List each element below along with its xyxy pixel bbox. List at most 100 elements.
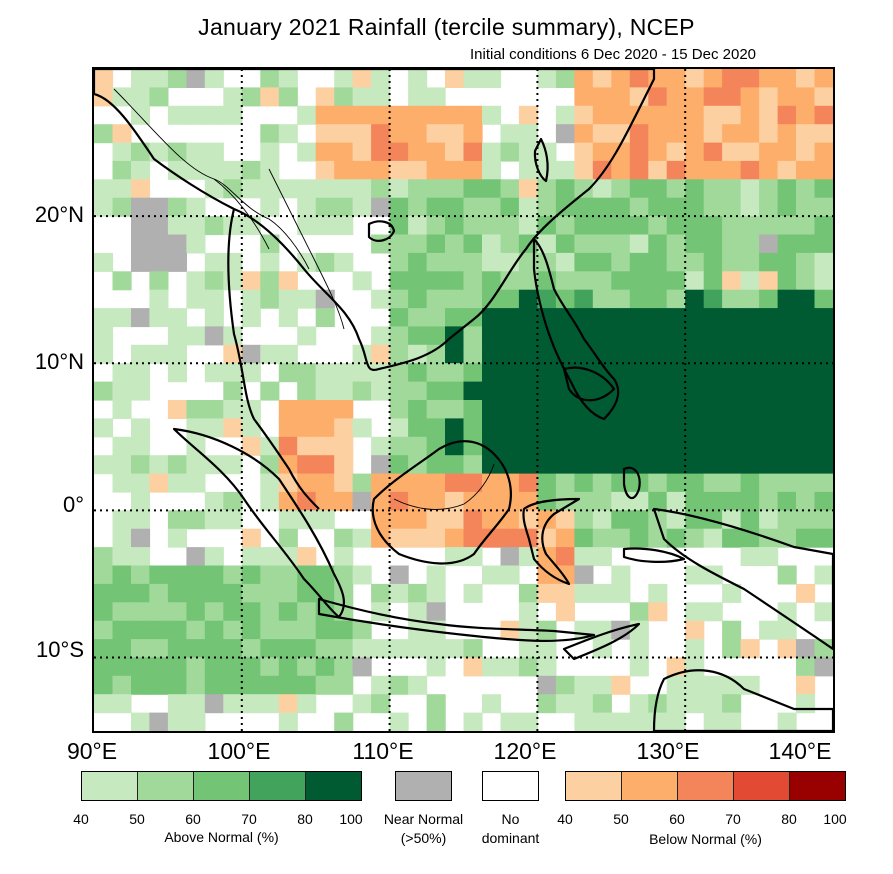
grid-cell	[149, 675, 169, 695]
grid-cell	[186, 510, 206, 530]
grid-cell	[629, 344, 649, 364]
grid-cell	[537, 69, 557, 88]
grid-cell	[592, 455, 612, 475]
grid-cell	[149, 289, 169, 309]
grid-cell	[389, 308, 409, 328]
grid-cell	[611, 510, 631, 530]
grid-cell	[131, 69, 151, 88]
grid-cell	[482, 69, 502, 88]
lat-label-10n: 10°N	[34, 349, 84, 374]
grid-cell	[611, 344, 631, 364]
grid-cell	[94, 179, 114, 199]
grid-cell	[703, 675, 723, 695]
grid-cell	[518, 124, 538, 144]
grid-cell	[722, 344, 742, 364]
grid-cell	[555, 455, 575, 475]
grid-cell	[94, 326, 114, 346]
grid-cell	[722, 308, 742, 328]
grid-cell	[482, 381, 502, 401]
grid-cell	[722, 694, 742, 714]
grid-cell	[537, 234, 557, 254]
grid-cell	[315, 565, 335, 585]
grid-cell	[648, 160, 668, 180]
grid-cell	[278, 400, 298, 419]
grid-cell	[703, 418, 723, 438]
grid-cell	[112, 473, 132, 493]
grid-cell	[223, 363, 243, 383]
grid-cell	[352, 124, 372, 144]
lon-label-130e: 130°E	[636, 738, 700, 764]
grid-cell	[629, 400, 649, 419]
grid-cell	[703, 271, 723, 291]
grid-cell	[611, 326, 631, 346]
grid-cell	[796, 418, 816, 438]
grid-cell	[149, 142, 169, 162]
grid-cell	[371, 69, 391, 88]
grid-cell	[463, 418, 483, 438]
grid-cell	[555, 675, 575, 695]
border-line	[393, 463, 495, 510]
grid-cell	[666, 87, 686, 107]
grid-cell	[204, 639, 224, 659]
grid-cell	[260, 234, 280, 254]
grid-cell	[463, 179, 483, 199]
grid-cell	[260, 436, 280, 456]
grid-cell	[334, 528, 354, 548]
grid-cell	[648, 363, 668, 383]
grid-cell	[426, 602, 446, 622]
grid-cell	[592, 252, 612, 272]
grid-cell	[611, 363, 631, 383]
grid-cell	[241, 418, 261, 438]
grid-cell	[371, 694, 391, 714]
grid-cell	[112, 565, 132, 585]
swatch-bn-40-50	[566, 772, 621, 800]
grid-cell	[703, 473, 723, 493]
grid-cell	[94, 252, 114, 272]
grid-cell	[223, 179, 243, 199]
grid-cell	[94, 69, 114, 88]
grid-cell	[445, 234, 465, 254]
grid-cell	[777, 565, 797, 585]
grid-cell	[482, 344, 502, 364]
grid-cell	[426, 105, 446, 125]
grid-cell	[482, 326, 502, 346]
grid-cell	[352, 271, 372, 291]
grid-cell	[666, 252, 686, 272]
grid-cell	[814, 69, 833, 88]
grid-cell	[149, 473, 169, 493]
grid-cell	[759, 142, 779, 162]
grid-cell	[204, 69, 224, 88]
grid-cell	[796, 216, 816, 236]
grid-cell	[297, 363, 317, 383]
grid-cell	[426, 179, 446, 199]
grid-cell	[592, 491, 612, 511]
grid-cell	[666, 344, 686, 364]
lat-label-0: 0°	[62, 492, 84, 517]
grid-cell	[260, 547, 280, 567]
grid-cell	[518, 455, 538, 475]
grid-cell	[186, 105, 206, 125]
grid-cell	[555, 528, 575, 548]
grid-cell	[260, 694, 280, 714]
grid-cell	[131, 179, 151, 199]
grid-cell	[537, 179, 557, 199]
grid-cell	[648, 583, 668, 603]
grid-cell	[260, 271, 280, 291]
grid-cell	[796, 510, 816, 530]
grid-cell	[574, 142, 594, 162]
grid-cell	[445, 289, 465, 309]
grid-cell	[426, 363, 446, 383]
grid-cell	[482, 436, 502, 456]
grid-cell	[149, 712, 169, 731]
tick-bn-60: 60	[669, 811, 685, 827]
grid-cell	[796, 400, 816, 419]
grid-cell	[463, 289, 483, 309]
grid-cell	[814, 252, 833, 272]
grid-cell	[278, 418, 298, 438]
grid-cell	[315, 160, 335, 180]
grid-cell	[315, 363, 335, 383]
grid-cell	[611, 400, 631, 419]
grid-cell	[740, 124, 760, 144]
grid-cell	[666, 381, 686, 401]
grid-cell	[167, 473, 187, 493]
